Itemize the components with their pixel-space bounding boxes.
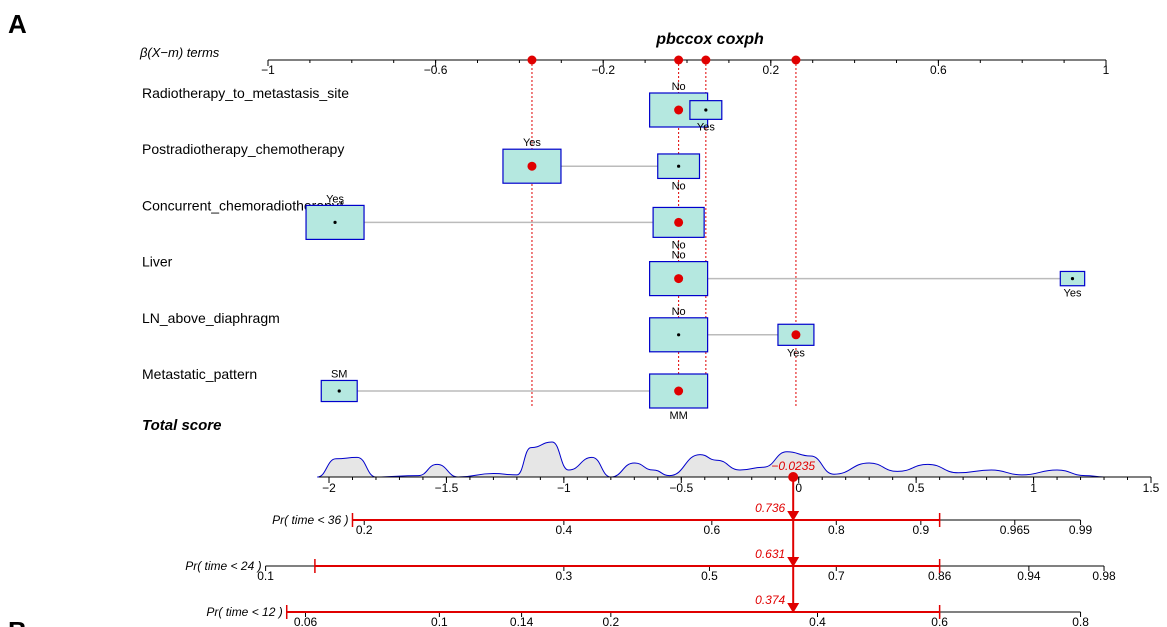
level-label: Yes xyxy=(326,193,344,205)
beta-axis-tick-label: −0.6 xyxy=(424,63,448,77)
selected-axis-marker xyxy=(791,55,801,65)
level-label: No xyxy=(672,81,686,93)
probability-axis-tick-label: 0.98 xyxy=(1092,569,1116,583)
probability-value-label: 0.631 xyxy=(755,547,785,561)
probability-axis-label: Pr( time < 24 ) xyxy=(185,559,261,573)
level-label: Yes xyxy=(523,137,541,149)
probability-axis-tick-label: 0.5 xyxy=(701,569,718,583)
level-label: MM xyxy=(669,410,687,422)
probability-value-label: 0.374 xyxy=(755,593,785,607)
probability-axis-tick-label: 0.8 xyxy=(1072,615,1089,627)
probability-axis-tick-label: 0.2 xyxy=(356,523,373,537)
probability-value-label: 0.736 xyxy=(755,501,785,515)
probability-arrow-marker xyxy=(787,557,800,567)
selected-level-marker xyxy=(674,386,684,396)
variable-label: Postradiotherapy_chemotherapy xyxy=(142,141,344,157)
probability-arrow-marker xyxy=(787,511,800,521)
probability-axis-tick-label: 0.1 xyxy=(257,569,274,583)
variable-label: Metastatic_pattern xyxy=(142,366,257,382)
total-score-tick-label: −2 xyxy=(322,481,336,495)
probability-axis-tick-label: 0.8 xyxy=(828,523,845,537)
level-point xyxy=(677,333,681,337)
probability-axis-tick-label: 0.4 xyxy=(556,523,573,537)
probability-axis-tick-label: 0.94 xyxy=(1017,569,1041,583)
level-label: No xyxy=(672,306,686,318)
total-score-tick-label: 1.5 xyxy=(1143,481,1160,495)
total-score-label: Total score xyxy=(142,417,221,434)
total-score-tick-label: −0.5 xyxy=(669,481,693,495)
probability-axis-tick-label: 0.6 xyxy=(931,615,948,627)
panel-label-b: B xyxy=(8,616,27,627)
score-density-curve xyxy=(317,441,1105,478)
probability-axis-tick-label: 0.2 xyxy=(602,615,619,627)
selected-axis-marker xyxy=(674,55,684,65)
level-point xyxy=(337,389,341,393)
selected-axis-marker xyxy=(527,55,537,65)
beta-axis-tick-label: 0.6 xyxy=(930,63,947,77)
level-label: Yes xyxy=(1064,288,1082,300)
beta-axis-tick-label: 0.2 xyxy=(762,63,779,77)
probability-axis-tick-label: 0.6 xyxy=(703,523,720,537)
probability-axis-tick-label: 0.7 xyxy=(828,569,845,583)
chart-title: pbccox coxph xyxy=(655,31,764,48)
probability-axis-tick-label: 0.14 xyxy=(510,615,534,627)
probability-axis-tick-label: 0.86 xyxy=(928,569,952,583)
selected-level-marker xyxy=(674,105,684,115)
probability-axis-tick-label: 0.1 xyxy=(431,615,448,627)
probability-axis-tick-label: 0.99 xyxy=(1069,523,1093,537)
variable-label: Concurrent_chemoradiotherapy* xyxy=(142,197,345,213)
panel-label-a: A xyxy=(8,9,27,39)
variable-label: LN_above_diaphragm xyxy=(142,310,280,326)
total-score-tick-label: 0.5 xyxy=(908,481,925,495)
selected-level-marker xyxy=(674,217,684,227)
level-point xyxy=(333,220,337,224)
beta-axis-tick-label: −0.2 xyxy=(591,63,615,77)
level-point xyxy=(677,164,681,168)
level-label: No xyxy=(672,250,686,262)
total-score-tick-label: 0 xyxy=(795,481,802,495)
total-score-tick-label: −1 xyxy=(557,481,571,495)
level-point xyxy=(1070,277,1075,281)
level-label: SM xyxy=(331,368,348,380)
probability-arrow-marker xyxy=(787,603,800,613)
variable-label: Radiotherapy_to_metastasis_site xyxy=(142,85,349,101)
beta-axis-label: β(X−m) terms xyxy=(139,45,220,60)
probability-axis-tick-label: 0.9 xyxy=(912,523,929,537)
selected-level-marker xyxy=(674,274,684,284)
selected-level-marker xyxy=(527,161,537,171)
beta-axis-tick-label: −1 xyxy=(261,63,275,77)
level-label: Yes xyxy=(787,347,805,359)
total-score-value-label: −0.0235 xyxy=(771,459,815,473)
total-score-tick-label: −1.5 xyxy=(435,481,459,495)
probability-axis-tick-label: 0.06 xyxy=(294,615,318,627)
level-point xyxy=(704,108,708,112)
beta-axis-tick-label: 1 xyxy=(1103,63,1110,77)
selected-axis-marker xyxy=(701,55,711,65)
level-label: No xyxy=(672,180,686,192)
probability-axis-label: Pr( time < 36 ) xyxy=(272,513,348,527)
probability-axis-tick-label: 0.3 xyxy=(556,569,573,583)
total-score-tick-label: 1 xyxy=(1030,481,1037,495)
probability-axis-label: Pr( time < 12 ) xyxy=(206,605,282,619)
level-label: Yes xyxy=(697,121,715,133)
probability-axis-tick-label: 0.965 xyxy=(1000,523,1030,537)
level-label: No xyxy=(672,239,686,251)
probability-axis-tick-label: 0.4 xyxy=(809,615,826,627)
level-box xyxy=(649,261,709,297)
selected-level-marker xyxy=(791,330,801,340)
total-score-marker xyxy=(788,472,799,482)
variable-label: Liver xyxy=(142,254,173,270)
